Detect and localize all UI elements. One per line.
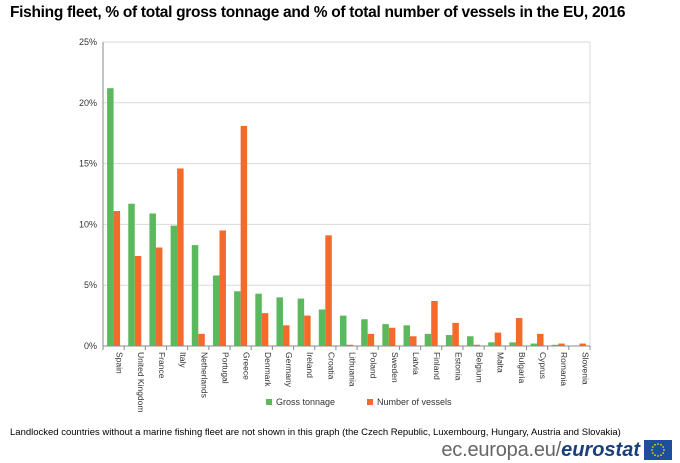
bar-number-of-vessels — [177, 168, 184, 346]
bar-gross-tonnage — [530, 343, 538, 346]
bar-gross-tonnage — [191, 245, 199, 346]
bar-number-of-vessels — [579, 343, 586, 346]
bar-number-of-vessels — [388, 327, 396, 346]
legend-label-gross-tonnage: Gross tonnage — [276, 397, 335, 407]
bar-number-of-vessels — [558, 343, 565, 346]
bar-number-of-vessels — [494, 332, 502, 346]
legend-swatch-number-of-vessels — [367, 399, 373, 405]
eu-flag-icon — [644, 440, 672, 460]
y-tick-label: 0% — [84, 341, 97, 351]
x-category-label: United Kingdom — [136, 352, 146, 412]
bar-number-of-vessels — [367, 333, 375, 346]
bar-gross-tonnage — [234, 291, 241, 346]
y-tick-label: 20% — [79, 98, 97, 108]
x-category-label: Italy — [178, 352, 188, 368]
x-category-label: Bulgaria — [517, 352, 527, 383]
bar-number-of-vessels — [325, 235, 332, 346]
bar-gross-tonnage — [467, 336, 474, 346]
bar-gross-tonnage — [255, 293, 262, 346]
bar-number-of-vessels — [537, 333, 544, 346]
bar-gross-tonnage — [318, 309, 326, 346]
bar-gross-tonnage — [445, 335, 453, 346]
x-category-label: Poland — [369, 352, 379, 379]
x-category-label: Netherlands — [199, 352, 209, 398]
x-category-label: Greece — [242, 352, 252, 380]
bar-gross-tonnage — [107, 88, 114, 346]
bar-gross-tonnage — [488, 342, 495, 346]
x-category-label: Estonia — [453, 352, 463, 381]
bar-number-of-vessels — [515, 318, 523, 346]
bar-chart: 0% 5% 10% 15% 20% 25% Spain United Kingdom Franc… — [79, 37, 591, 412]
bar-number-of-vessels — [346, 344, 353, 346]
bar-number-of-vessels — [240, 125, 248, 347]
eurostat-brand[interactable]: ec.europa.eu/ eurostat — [441, 438, 672, 462]
bar-gross-tonnage — [149, 213, 156, 346]
bar-gross-tonnage — [276, 297, 283, 346]
bar-number-of-vessels — [452, 322, 459, 346]
bar-gross-tonnage — [509, 342, 516, 346]
bar-gross-tonnage — [424, 333, 432, 346]
chart-title: Fishing fleet, % of total gross tonnage … — [10, 4, 626, 21]
y-tick-label: 25% — [79, 37, 97, 47]
x-category-label: Lithuania — [348, 352, 358, 387]
bar-gross-tonnage — [297, 298, 305, 346]
bar-gross-tonnage — [551, 344, 559, 346]
y-tick-label: 15% — [79, 159, 97, 169]
bar-gross-tonnage — [170, 225, 178, 346]
y-tick-label: 5% — [84, 280, 97, 290]
x-category-label: Croatia — [326, 352, 336, 380]
bar-number-of-vessels — [282, 325, 290, 346]
bar-number-of-vessels — [261, 313, 269, 346]
bar-gross-tonnage — [212, 275, 220, 346]
bar-number-of-vessels — [473, 344, 481, 346]
bar-number-of-vessels — [410, 336, 417, 346]
bar-number-of-vessels — [198, 333, 205, 346]
x-category-label: Germany — [284, 352, 294, 388]
x-category-label: France — [157, 352, 167, 379]
x-category-label: Malta — [496, 352, 506, 373]
bar-number-of-vessels — [113, 211, 121, 346]
x-category-label: Finland — [432, 352, 442, 380]
x-category-label: Ireland — [305, 352, 315, 378]
x-category-label: Slovenia — [580, 352, 590, 385]
bar-number-of-vessels — [134, 256, 142, 346]
x-category-label: Portugal — [220, 352, 230, 384]
x-category-label: Latvia — [411, 352, 421, 375]
x-category-label: Sweden — [390, 352, 400, 383]
bar-gross-tonnage — [361, 319, 368, 346]
bar-number-of-vessels — [155, 247, 163, 346]
x-category-label: Belgium — [475, 352, 485, 383]
x-category-label: Cyprus — [538, 352, 548, 379]
bar-gross-tonnage — [128, 203, 135, 346]
legend-label-number-of-vessels: Number of vessels — [377, 397, 452, 407]
bar-gross-tonnage — [403, 325, 411, 346]
footnote: Landlocked countries without a marine fi… — [10, 427, 621, 438]
x-category-label: Romania — [559, 352, 569, 386]
bar-gross-tonnage — [340, 315, 347, 346]
bar-number-of-vessels — [304, 315, 311, 346]
legend-swatch-gross-tonnage — [266, 399, 272, 405]
y-tick-label: 10% — [79, 219, 97, 229]
x-category-label: Spain — [115, 352, 125, 374]
x-category-label: Denmark — [263, 352, 273, 387]
bar-gross-tonnage — [382, 324, 389, 346]
bar-number-of-vessels — [431, 301, 438, 346]
brand-url: ec.europa.eu/ — [441, 438, 562, 461]
brand-name: eurostat — [561, 438, 640, 461]
bar-number-of-vessels — [219, 230, 226, 346]
